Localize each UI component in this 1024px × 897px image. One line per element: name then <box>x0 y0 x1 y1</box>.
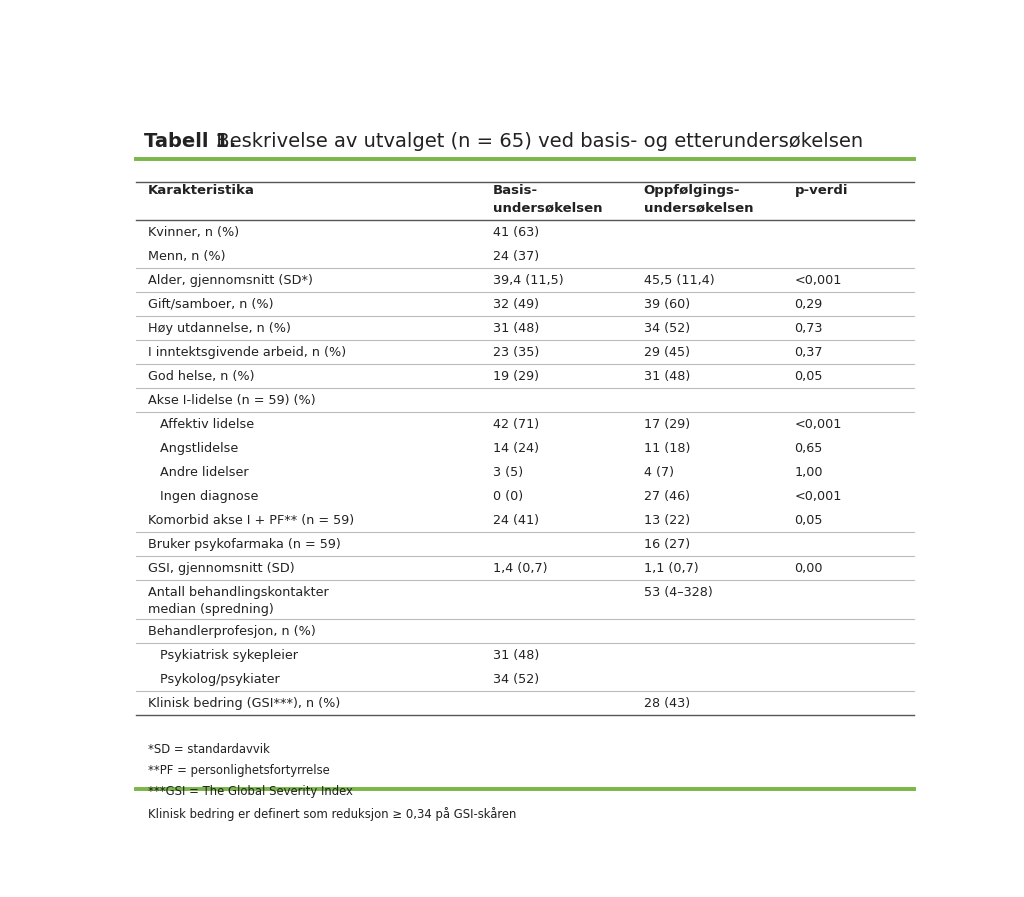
Text: 34 (52): 34 (52) <box>494 673 540 686</box>
Text: Klinisk bedring er definert som reduksjon ≥ 0,34 på GSI-skåren: Klinisk bedring er definert som reduksjo… <box>147 806 516 821</box>
Text: Akse I-lidelse (n = 59) (%): Akse I-lidelse (n = 59) (%) <box>147 394 315 407</box>
Text: Oppfølgings-
undersøkelsen: Oppfølgings- undersøkelsen <box>644 184 754 214</box>
Text: *SD = standardavvik: *SD = standardavvik <box>147 743 269 755</box>
Text: 19 (29): 19 (29) <box>494 370 539 383</box>
Text: <0,001: <0,001 <box>795 274 842 287</box>
Text: Gift/samboer, n (%): Gift/samboer, n (%) <box>147 298 273 311</box>
Text: 0,37: 0,37 <box>795 346 823 359</box>
Text: 0,00: 0,00 <box>795 562 823 575</box>
Text: I inntektsgivende arbeid, n (%): I inntektsgivende arbeid, n (%) <box>147 346 346 359</box>
Text: 1,4 (0,7): 1,4 (0,7) <box>494 562 548 575</box>
Text: Psykolog/psykiater: Psykolog/psykiater <box>147 673 280 686</box>
Text: 31 (48): 31 (48) <box>644 370 690 383</box>
Text: 1,1 (0,7): 1,1 (0,7) <box>644 562 698 575</box>
Text: 24 (37): 24 (37) <box>494 249 540 263</box>
Text: 0,73: 0,73 <box>795 322 823 335</box>
Text: 17 (29): 17 (29) <box>644 418 690 431</box>
Text: Basis-
undersøkelsen: Basis- undersøkelsen <box>494 184 602 214</box>
Text: 31 (48): 31 (48) <box>494 322 540 335</box>
Text: 41 (63): 41 (63) <box>494 226 540 239</box>
Text: 14 (24): 14 (24) <box>494 442 539 455</box>
Text: ***GSI = The Global Severity Index: ***GSI = The Global Severity Index <box>147 786 352 798</box>
Text: 24 (41): 24 (41) <box>494 514 539 527</box>
Text: 0,05: 0,05 <box>795 514 823 527</box>
Text: 53 (4–328): 53 (4–328) <box>644 587 713 599</box>
Text: 27 (46): 27 (46) <box>644 490 690 503</box>
Text: God helse, n (%): God helse, n (%) <box>147 370 254 383</box>
Text: 3 (5): 3 (5) <box>494 466 523 479</box>
Text: Menn, n (%): Menn, n (%) <box>147 249 225 263</box>
Text: Høy utdannelse, n (%): Høy utdannelse, n (%) <box>147 322 291 335</box>
Text: **PF = personlighetsfortyrrelse: **PF = personlighetsfortyrrelse <box>147 764 330 777</box>
Text: 11 (18): 11 (18) <box>644 442 690 455</box>
Text: 28 (43): 28 (43) <box>644 697 690 710</box>
Text: Kvinner, n (%): Kvinner, n (%) <box>147 226 239 239</box>
Text: 0,29: 0,29 <box>795 298 823 311</box>
Text: 32 (49): 32 (49) <box>494 298 539 311</box>
Text: 16 (27): 16 (27) <box>644 538 690 552</box>
Text: Affektiv lidelse: Affektiv lidelse <box>147 418 254 431</box>
Text: Behandlerprofesjon, n (%): Behandlerprofesjon, n (%) <box>147 625 315 638</box>
Text: Tabell 1.: Tabell 1. <box>143 132 237 151</box>
Text: Angstlidelse: Angstlidelse <box>147 442 239 455</box>
Text: 0,65: 0,65 <box>795 442 823 455</box>
Text: p-verdi: p-verdi <box>795 184 848 197</box>
Text: 4 (7): 4 (7) <box>644 466 674 479</box>
Text: Komorbid akse I + PF** (n = 59): Komorbid akse I + PF** (n = 59) <box>147 514 354 527</box>
Text: 23 (35): 23 (35) <box>494 346 540 359</box>
Text: Klinisk bedring (GSI***), n (%): Klinisk bedring (GSI***), n (%) <box>147 697 340 710</box>
Text: Alder, gjennomsnitt (SD*): Alder, gjennomsnitt (SD*) <box>147 274 312 287</box>
Text: <0,001: <0,001 <box>795 490 842 503</box>
Text: 0,05: 0,05 <box>795 370 823 383</box>
Text: Ingen diagnose: Ingen diagnose <box>147 490 258 503</box>
Text: 42 (71): 42 (71) <box>494 418 540 431</box>
Text: 0 (0): 0 (0) <box>494 490 523 503</box>
Text: 13 (22): 13 (22) <box>644 514 690 527</box>
Text: 34 (52): 34 (52) <box>644 322 690 335</box>
Text: GSI, gjennomsnitt (SD): GSI, gjennomsnitt (SD) <box>147 562 295 575</box>
Text: 39 (60): 39 (60) <box>644 298 690 311</box>
Text: 1,00: 1,00 <box>795 466 823 479</box>
Text: 31 (48): 31 (48) <box>494 649 540 662</box>
Text: Karakteristika: Karakteristika <box>147 184 255 197</box>
Text: Beskrivelse av utvalget (n = 65) ved basis- og etterundersøkelsen: Beskrivelse av utvalget (n = 65) ved bas… <box>210 132 863 151</box>
Text: 45,5 (11,4): 45,5 (11,4) <box>644 274 715 287</box>
Text: 29 (45): 29 (45) <box>644 346 690 359</box>
Text: Psykiatrisk sykepleier: Psykiatrisk sykepleier <box>147 649 298 662</box>
Text: Bruker psykofarmaka (n = 59): Bruker psykofarmaka (n = 59) <box>147 538 341 552</box>
Text: Andre lidelser: Andre lidelser <box>147 466 249 479</box>
Text: Antall behandlingskontakter
median (spredning): Antall behandlingskontakter median (spre… <box>147 587 329 615</box>
Text: 39,4 (11,5): 39,4 (11,5) <box>494 274 563 287</box>
Text: <0,001: <0,001 <box>795 418 842 431</box>
